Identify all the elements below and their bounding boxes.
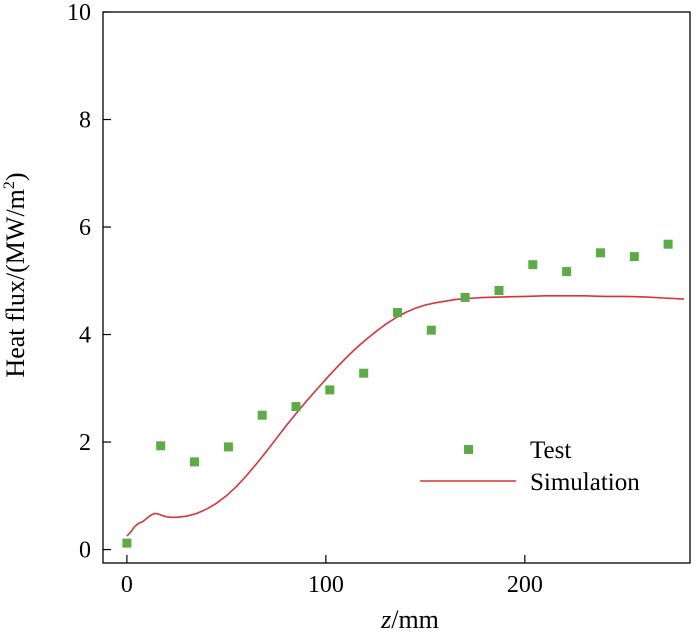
y-tick-label: 8 <box>79 108 91 134</box>
test-point <box>663 239 673 249</box>
y-tick-label: 2 <box>79 430 91 456</box>
test-point <box>460 292 470 302</box>
legend-test-label: Test <box>530 437 571 464</box>
y-axis-title: Heat flux/(MW/m2) <box>1 172 30 377</box>
test-point <box>156 441 166 451</box>
x-tick-label: 100 <box>308 572 344 598</box>
y-tick-label: 6 <box>79 215 91 241</box>
x-axis-title-var: z <box>380 605 391 634</box>
legend: Test Simulation <box>420 437 640 496</box>
test-point <box>122 538 132 548</box>
y-tick-label: 10 <box>67 0 91 26</box>
y-tick-label: 0 <box>79 538 91 564</box>
test-point <box>528 260 538 270</box>
test-point <box>325 385 335 395</box>
legend-simulation-label: Simulation <box>530 469 640 496</box>
x-axis-title: z/mm <box>380 605 439 634</box>
test-point <box>223 442 233 452</box>
plot-frame <box>102 11 691 564</box>
test-points <box>122 239 673 548</box>
x-axis-title-unit: /mm <box>391 605 439 634</box>
test-point <box>562 267 572 277</box>
test-point <box>629 252 639 262</box>
x-tick-label: 0 <box>121 572 133 598</box>
y-axis-title-sup: 2 <box>1 181 18 189</box>
test-point <box>494 286 504 295</box>
simulation-line <box>126 294 685 537</box>
test-point <box>596 248 605 258</box>
test-point <box>291 402 301 412</box>
test-point <box>359 368 369 378</box>
y-tick-label: 4 <box>79 323 91 349</box>
legend-test-marker <box>464 445 473 454</box>
test-point <box>426 325 436 335</box>
test-point <box>393 308 402 317</box>
y-axis-title-main: Heat flux/(MW/m <box>1 189 30 377</box>
x-tick-label: 200 <box>507 572 543 598</box>
y-axis-title-end: ) <box>1 172 30 181</box>
test-point <box>190 457 199 467</box>
test-point <box>257 410 267 420</box>
